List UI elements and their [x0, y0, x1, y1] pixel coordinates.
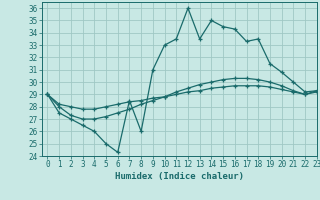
X-axis label: Humidex (Indice chaleur): Humidex (Indice chaleur)	[115, 172, 244, 181]
